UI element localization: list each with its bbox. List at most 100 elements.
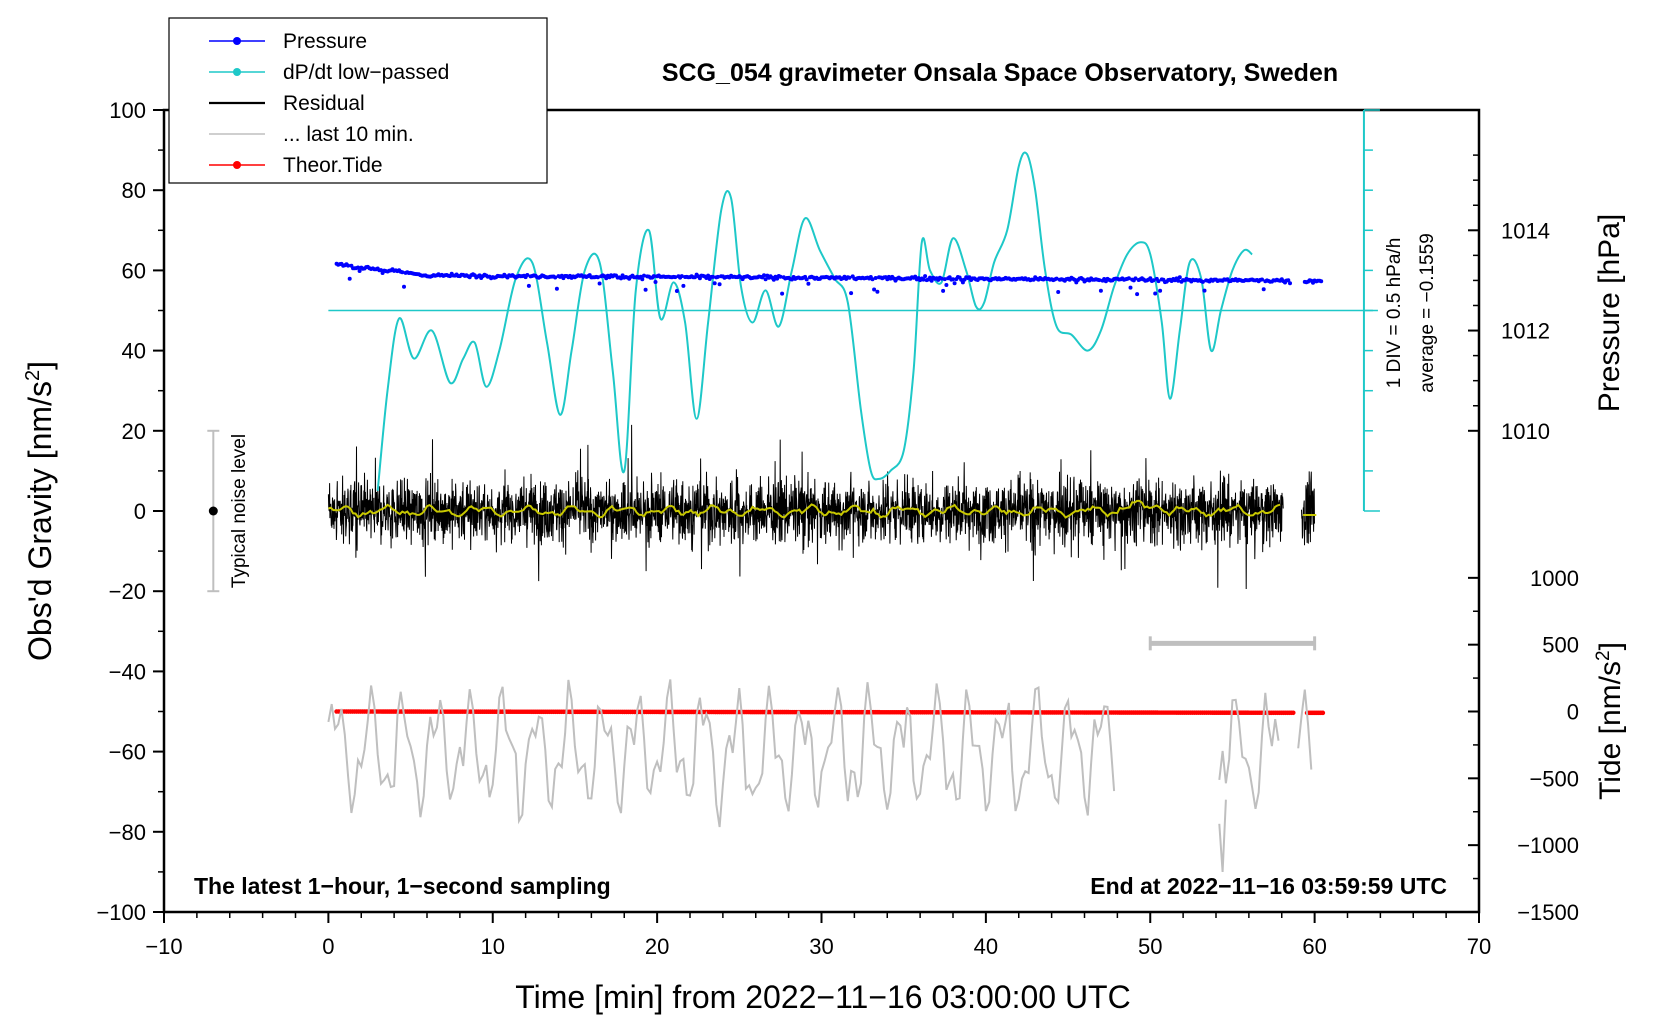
pressure-point (711, 274, 715, 279)
pressure-point (1097, 278, 1102, 283)
pressure-point (763, 277, 768, 282)
tide-axis-label: Tide [nm/s2] (1593, 642, 1627, 800)
pressure-point (1054, 276, 1059, 281)
x-axis-label: Time [min] from 2022−11−16 03:00:00 UTC (515, 979, 1130, 1015)
pressure-point (921, 277, 926, 282)
pressure-point (951, 277, 955, 282)
y-tick-label: 80 (122, 178, 146, 203)
pressure-point (681, 283, 686, 288)
pressure-point (1151, 278, 1156, 283)
chart-title: SCG_054 gravimeter Onsala Space Observat… (662, 59, 1338, 87)
pressure-point (640, 277, 645, 282)
pressure-point (653, 280, 658, 284)
pressure-point (619, 276, 623, 281)
x-tick-label: 30 (809, 934, 833, 959)
noise-level-label: Typical noise level (229, 434, 250, 588)
legend-box (168, 17, 548, 184)
y-tick-label: −100 (96, 900, 146, 925)
legend-label: Theor.Tide (283, 154, 383, 177)
tide-tick-label: −1000 (1517, 833, 1579, 858)
y-axis-ticks: 100 80 60 40 20 0 −20 −40 −60 −80 −100 (96, 98, 164, 925)
x-axis-ticks: −10 0 10 20 30 40 50 60 70 (145, 912, 1491, 959)
last-10-min-segment (1297, 689, 1313, 770)
pressure-tick-label: 1014 (1501, 218, 1550, 243)
y-tick-label: 60 (122, 258, 146, 283)
pressure-point (1133, 276, 1138, 281)
pressure-point (1176, 278, 1181, 283)
x-tick-label: 10 (481, 934, 505, 959)
pressure-point (1056, 290, 1061, 294)
pressure-point (595, 275, 600, 280)
pressure-point (847, 275, 852, 280)
y-tick-label: −60 (109, 740, 146, 765)
smoothed-residual-line (328, 499, 1281, 519)
pressure-point (806, 281, 811, 286)
legend-label: Pressure (283, 30, 367, 53)
pressure-point (873, 276, 878, 280)
pressure-point (928, 275, 932, 280)
pressure-point (554, 286, 559, 291)
pressure-point (1098, 288, 1103, 293)
dpdt-average-text: average = −0.1559 (1417, 233, 1438, 393)
pressure-point (941, 288, 946, 293)
pressure-point (400, 270, 405, 275)
tide-tick-label: 500 (1542, 633, 1579, 658)
pressure-point (1158, 288, 1163, 293)
pressure-point (778, 274, 783, 279)
reference-bars (207, 429, 1317, 651)
pressure-point (642, 273, 646, 278)
pressure-point (402, 284, 406, 289)
pressure-point (553, 275, 558, 280)
pressure-point (952, 281, 957, 286)
pressure-point (875, 289, 880, 294)
footer-left: The latest 1−hour, 1−second sampling (194, 873, 611, 899)
pressure-point (526, 283, 531, 288)
pressure-point (1319, 279, 1324, 284)
pressure-point (1260, 277, 1264, 282)
x-tick-label: 50 (1138, 934, 1162, 959)
legend: Pressure dP/dt low−passed Residual ... last… (168, 17, 548, 184)
pressure-point (1286, 278, 1291, 283)
pressure-point (1135, 292, 1140, 297)
tide-tick-label: 1000 (1530, 566, 1579, 591)
pressure-point (1200, 279, 1205, 284)
x-tick-label: 40 (974, 934, 998, 959)
pressure-point (762, 273, 766, 278)
pressure-point (849, 291, 854, 296)
tide-tick-label: 0 (1567, 700, 1579, 725)
legend-swatch-dot (233, 68, 241, 76)
tide-axis-ticks: 1000 500 0 −500 −1000 −1500 (1468, 566, 1579, 925)
residual-segment (327, 424, 1284, 590)
pressure-point (356, 265, 360, 270)
footer-right: End at 2022−11−16 03:59:59 UTC (1090, 873, 1447, 899)
pressure-point (1128, 285, 1133, 290)
pressure-point (706, 273, 711, 278)
pressure-point (939, 276, 944, 281)
pressure-point (673, 275, 678, 280)
y-tick-label: 0 (134, 499, 146, 524)
tide-tick-label: −500 (1529, 766, 1579, 791)
x-tick-label: 0 (322, 934, 334, 959)
smoothed-residual-series (328, 499, 1317, 519)
pressure-point (679, 274, 684, 279)
pressure-tick-label: 1010 (1501, 419, 1550, 444)
pressure-point (1177, 275, 1182, 280)
legend-label: ... last 10 min. (283, 123, 414, 146)
y-tick-label: −40 (109, 659, 146, 684)
pressure-point (923, 274, 928, 279)
pressure-point (346, 263, 351, 268)
y-tick-label: 20 (122, 419, 146, 444)
pressure-point (929, 278, 934, 283)
pressure-point (780, 291, 785, 296)
legend-swatch-dot (233, 161, 241, 169)
pressure-point (944, 283, 949, 287)
pressure-point (1156, 279, 1161, 284)
dpdt-curve (376, 151, 1253, 491)
legend-swatch-dot (233, 37, 241, 45)
pressure-point (715, 274, 720, 279)
residual-series (327, 424, 1315, 590)
pressure-point (712, 281, 717, 286)
pressure-point (1153, 291, 1158, 296)
residual-segment (1301, 471, 1315, 546)
